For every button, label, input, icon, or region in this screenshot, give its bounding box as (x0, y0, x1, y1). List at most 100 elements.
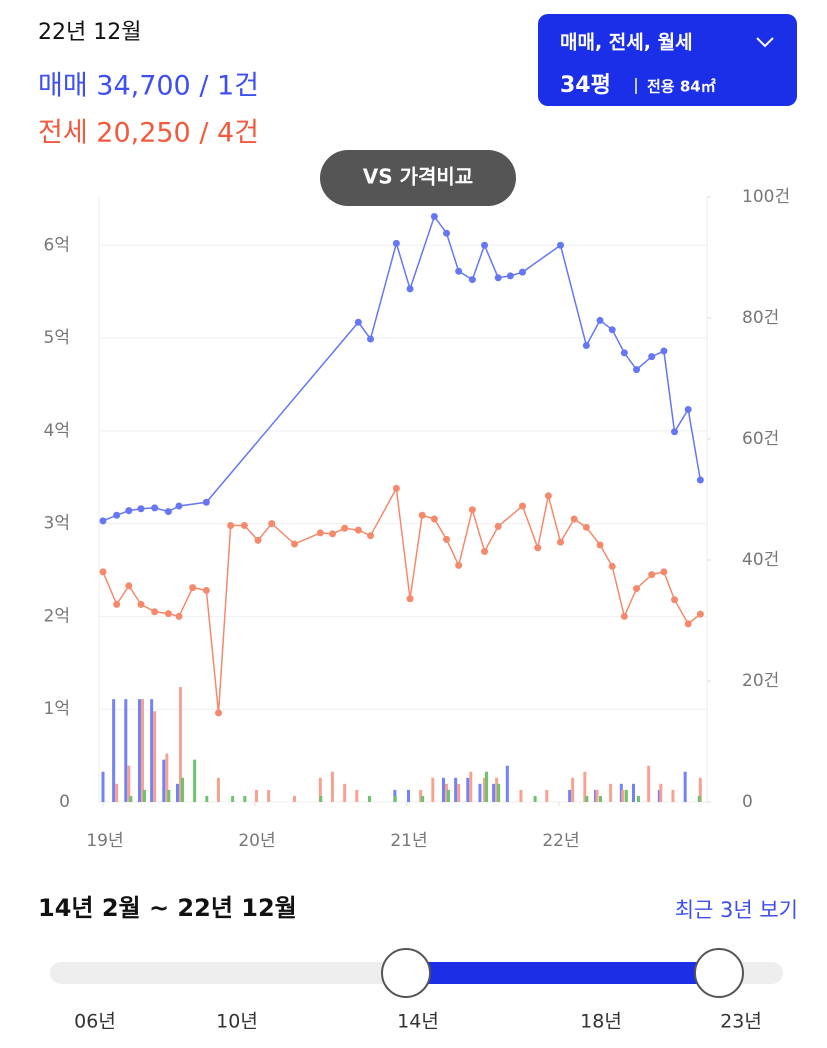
area: 전용 84㎡ (647, 78, 716, 96)
volume-bar (478, 783, 482, 802)
price-dot (354, 318, 362, 326)
range-label: 14년 2월 ~ 22년 12월 (38, 894, 297, 922)
price-dot (696, 476, 704, 484)
price-dot (99, 517, 107, 525)
volume-bar (167, 789, 171, 802)
volume-bar (683, 771, 687, 802)
volume-bar (267, 789, 271, 802)
price-dot (468, 276, 476, 284)
volume-bar (609, 783, 613, 802)
price-dot (582, 341, 590, 349)
volume-bar (367, 795, 371, 802)
period: 22년 12월 (38, 20, 141, 45)
volume-bar (162, 759, 166, 802)
volume-bar (444, 783, 448, 802)
volume-bar (421, 795, 425, 802)
price-dot (455, 267, 463, 275)
y-tick-label: 4억 (44, 421, 70, 441)
price-dot (329, 530, 337, 538)
price-dot (534, 544, 542, 552)
volume-bar (205, 795, 209, 802)
volume-bar (319, 795, 323, 802)
price-dot (254, 536, 262, 544)
volume-bar (129, 795, 133, 802)
volume-bar (446, 789, 450, 802)
price-dot (215, 709, 223, 717)
volume-bar (165, 753, 169, 802)
price-dot (113, 511, 121, 519)
price-dot (608, 326, 616, 334)
price-dot (367, 532, 375, 540)
y2-tick-label: 100건 (742, 187, 790, 207)
price-dot (341, 524, 349, 532)
price-dot (151, 608, 159, 616)
price-dot (151, 504, 159, 512)
price-dot (648, 353, 656, 361)
slider-tick: 10년 (216, 1011, 258, 1033)
y-tick-label: 6억 (44, 235, 70, 255)
volume-bar (624, 789, 628, 802)
volume-bar (469, 771, 473, 802)
volume-bar (178, 687, 182, 802)
price-dot (443, 229, 451, 237)
price-dot (125, 507, 133, 515)
price-dot (406, 595, 414, 603)
volume-bar (621, 789, 625, 802)
price-dot (125, 582, 133, 590)
x-tick-label: 22년 (542, 831, 579, 851)
volume-bar (466, 777, 470, 802)
recent-link[interactable]: 최근 3년 보기 (675, 898, 798, 922)
volume-bar (115, 783, 119, 802)
volume-bar (407, 789, 411, 802)
x-tick-label: 19년 (86, 831, 123, 851)
price-dot (596, 541, 604, 549)
y2-tick-label: 60건 (742, 429, 779, 449)
price-dot (430, 212, 438, 220)
price-dot (494, 274, 502, 282)
slider-tick: 23년 (720, 1011, 762, 1033)
volume-bar (216, 777, 220, 802)
volume-bar (697, 795, 701, 802)
volume-bar (112, 699, 116, 802)
volume-bar (101, 771, 105, 802)
sale-summary: 매매 34,700 / 1건 (38, 71, 259, 102)
volume-bar (671, 789, 675, 802)
price-dot (481, 547, 489, 555)
volume-bar (431, 777, 435, 802)
slider-handle[interactable] (381, 948, 431, 998)
volume-bar (497, 783, 501, 802)
price-dot (316, 529, 324, 537)
volume-bar (254, 789, 258, 802)
price-dot (506, 272, 514, 280)
y-tick-label: 3억 (44, 514, 70, 534)
volume-bar (124, 699, 128, 802)
slider-tick: 14년 (397, 1011, 439, 1033)
price-dot (175, 502, 183, 510)
volume-bar (355, 789, 359, 802)
volume-bar (180, 777, 184, 802)
price-line (102, 214, 702, 522)
price-dot (137, 505, 145, 513)
price-dot (570, 515, 578, 523)
volume-bar (137, 699, 141, 802)
compare-button[interactable]: VS 가격비교 (320, 150, 516, 206)
price-dot (406, 285, 414, 293)
price-dot (671, 428, 679, 436)
y2-tick-label: 80건 (742, 308, 779, 328)
volume-bar (153, 711, 157, 802)
slider-handle[interactable] (694, 948, 744, 998)
volume-bar (631, 783, 635, 802)
volume-bar (482, 777, 486, 802)
price-dot (660, 568, 668, 576)
price-dot (633, 366, 641, 374)
volume-bar (585, 795, 589, 802)
volume-bar (457, 783, 461, 802)
volume-bar (595, 789, 599, 802)
price-dot (660, 347, 668, 355)
slider-tick: 06년 (74, 1011, 116, 1033)
volume-bar (330, 771, 334, 802)
y2-tick-label: 0 (742, 792, 753, 812)
price-dot (648, 571, 656, 579)
filter-dropdown[interactable]: 매매, 전세, 월세 34평 전용 84㎡ (538, 14, 797, 106)
